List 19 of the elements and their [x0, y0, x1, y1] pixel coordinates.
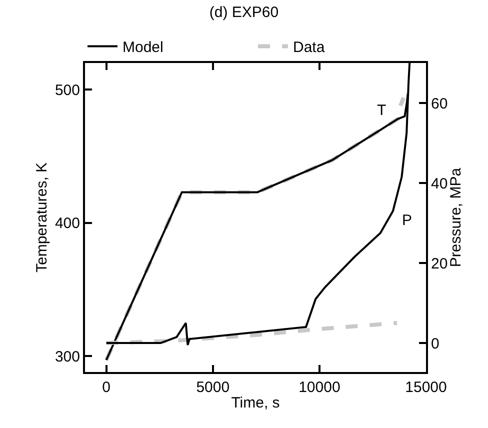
y-axis-title: Temperatures, K — [34, 162, 51, 273]
legend-label: Data — [293, 39, 326, 56]
y2-tick-label: 60 — [431, 95, 448, 112]
y-tick-label: 400 — [54, 215, 80, 232]
x-tick-label: 5000 — [196, 379, 230, 396]
y2-tick-label: 0 — [431, 335, 440, 352]
x-axis-title: Time, s — [231, 394, 280, 412]
x-tick-label: 10000 — [298, 379, 340, 396]
y2-tick-label: 20 — [431, 255, 448, 272]
y-tick-label: 500 — [54, 82, 80, 99]
annotation: P — [402, 212, 412, 229]
y2-tick-label: 40 — [431, 175, 448, 192]
legend-label: Model — [122, 39, 164, 56]
chart-title: (d) EXP60 — [209, 4, 279, 21]
x-tick-label: 0 — [102, 379, 110, 396]
y2-axis-title: Pressure, MPa — [448, 167, 465, 268]
annotation: T — [377, 102, 386, 119]
x-tick-label: 15000 — [405, 379, 447, 396]
y-tick-label: 300 — [54, 348, 80, 366]
